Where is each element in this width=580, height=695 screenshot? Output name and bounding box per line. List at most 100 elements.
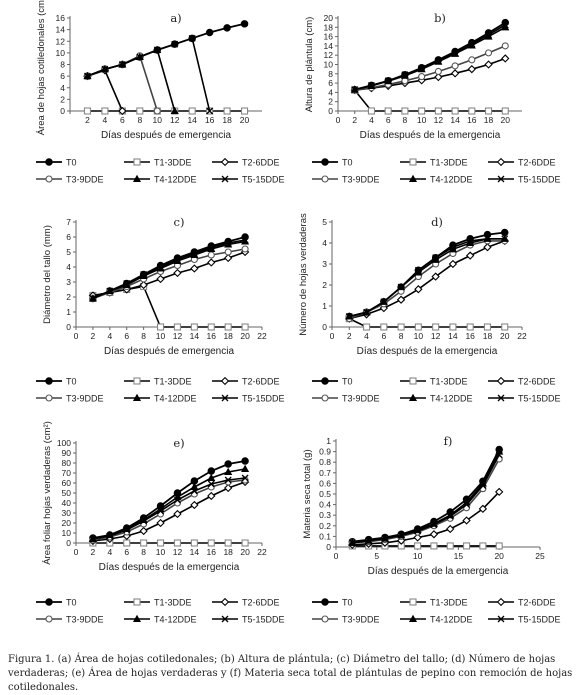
- data-point: [190, 482, 199, 491]
- data-point: [136, 53, 144, 61]
- legend-marker: [409, 598, 417, 606]
- legend-label: T2-6DDE: [242, 598, 280, 608]
- series-line: [92, 460, 246, 539]
- x-tick-label: 18: [484, 115, 494, 125]
- legend-item: T2-6DDE: [212, 377, 280, 387]
- data-point: [484, 107, 493, 115]
- legend-label: T3-9DDE: [342, 394, 380, 404]
- data-point: [414, 266, 422, 274]
- legend-label: T4-12DDE: [154, 394, 197, 404]
- series-T0: [350, 18, 510, 94]
- legend-label: T1-3DDE: [430, 598, 468, 608]
- data-point: [224, 476, 232, 484]
- data-point: [483, 323, 492, 331]
- x-tick-label: 10: [417, 115, 427, 125]
- data-point: [478, 504, 488, 514]
- data-point: [173, 323, 182, 331]
- data-point: [414, 285, 423, 294]
- legend-label: T2-6DDE: [518, 598, 556, 608]
- legend-item: T2-6DDE: [212, 158, 280, 168]
- y-tick-label: 1: [66, 307, 71, 317]
- series-T4-12DDE: [348, 447, 504, 546]
- legend-e: T0 T1-3DDE T2-6DDE T3-9DDE T4-12DDE T5-15DDE: [36, 598, 285, 625]
- data-point: [451, 107, 459, 115]
- legend-item: T2-6DDE: [488, 377, 556, 387]
- data-point: [451, 62, 459, 70]
- y-tick-label: 0: [66, 538, 71, 548]
- y-tick-label: 4: [66, 262, 71, 272]
- y-tick-label: 10: [56, 48, 66, 58]
- data-point: [397, 323, 405, 331]
- x-tick-label: 6: [381, 331, 386, 341]
- y-tick-label: 80: [62, 458, 72, 468]
- x-tick-label: 0: [330, 331, 335, 341]
- data-point: [501, 21, 509, 29]
- legend-f: T0 T1-3DDE T2-6DDE T3-9DDE T4-12DDE T5-15DDE: [312, 598, 561, 625]
- data-point: [241, 323, 249, 331]
- y-tick-label: 14: [324, 41, 334, 51]
- legend-item: T1-3DDE: [124, 598, 192, 608]
- x-tick-label: 10: [156, 331, 166, 341]
- y-tick-label: 8: [328, 69, 333, 79]
- y-tick-label: 20: [62, 518, 72, 528]
- legend-marker: [409, 158, 417, 166]
- y-tick-label: 5: [66, 247, 71, 257]
- data-point: [501, 42, 509, 50]
- legend-marker: [497, 394, 505, 402]
- legend-label: T0: [342, 377, 353, 387]
- series-T5-15DDE: [89, 474, 249, 543]
- legend-item: T0: [312, 158, 353, 168]
- series-line: [92, 479, 246, 541]
- data-point: [190, 500, 199, 510]
- y-tick-label: 12: [56, 36, 66, 46]
- data-point: [89, 535, 97, 543]
- data-point: [224, 239, 232, 247]
- data-point: [223, 24, 231, 32]
- x-tick-label: 16: [465, 331, 475, 341]
- y-axis-title: Diámetro del tallo (mm): [42, 225, 53, 324]
- x-axis-title: Días después de la emergencia: [357, 346, 498, 357]
- y-tick-label: 4: [328, 87, 333, 97]
- data-point: [413, 533, 422, 542]
- y-tick-label: 0: [66, 322, 71, 332]
- legend-marker: [133, 377, 141, 385]
- x-axis-title: Días después de emergencia: [101, 130, 232, 141]
- legend-label: T2-6DDE: [518, 377, 556, 387]
- series-line: [92, 239, 246, 300]
- x-tick-label: 5: [374, 551, 379, 561]
- series-line: [92, 481, 246, 542]
- data-point: [414, 527, 422, 535]
- y-tick-label: 7: [66, 217, 71, 227]
- series-line: [349, 240, 505, 320]
- legend-marker: [45, 175, 53, 183]
- legend-label: T0: [66, 377, 77, 387]
- data-point: [241, 464, 250, 473]
- data-point: [224, 253, 233, 263]
- data-point: [207, 323, 215, 331]
- series-line: [92, 251, 246, 297]
- y-tick-label: 100: [57, 438, 71, 448]
- y-tick-label: 16: [324, 32, 334, 42]
- x-tick-label: 10: [414, 331, 424, 341]
- y-tick-label: 90: [62, 448, 72, 458]
- data-point: [224, 460, 232, 468]
- legend-item: T4-12DDE: [124, 615, 197, 625]
- legend-marker: [321, 598, 329, 606]
- legend-marker: [409, 377, 417, 385]
- legend-item: T1-3DDE: [124, 377, 192, 387]
- data-point: [156, 539, 165, 547]
- data-point: [136, 107, 144, 115]
- legend-label: T5-15DDE: [242, 394, 285, 404]
- y-tick-label: 30: [62, 508, 72, 518]
- legend-item: T5-15DDE: [212, 394, 285, 404]
- legend-marker: [408, 614, 418, 623]
- data-point: [156, 518, 165, 528]
- x-tick-label: 4: [369, 115, 374, 125]
- legend-label: T4-12DDE: [154, 175, 197, 185]
- data-point: [106, 287, 114, 295]
- data-point: [123, 280, 131, 287]
- data-point: [173, 268, 182, 278]
- data-point: [479, 482, 487, 489]
- series-T1-3DDE: [89, 539, 249, 547]
- series-line: [92, 285, 246, 328]
